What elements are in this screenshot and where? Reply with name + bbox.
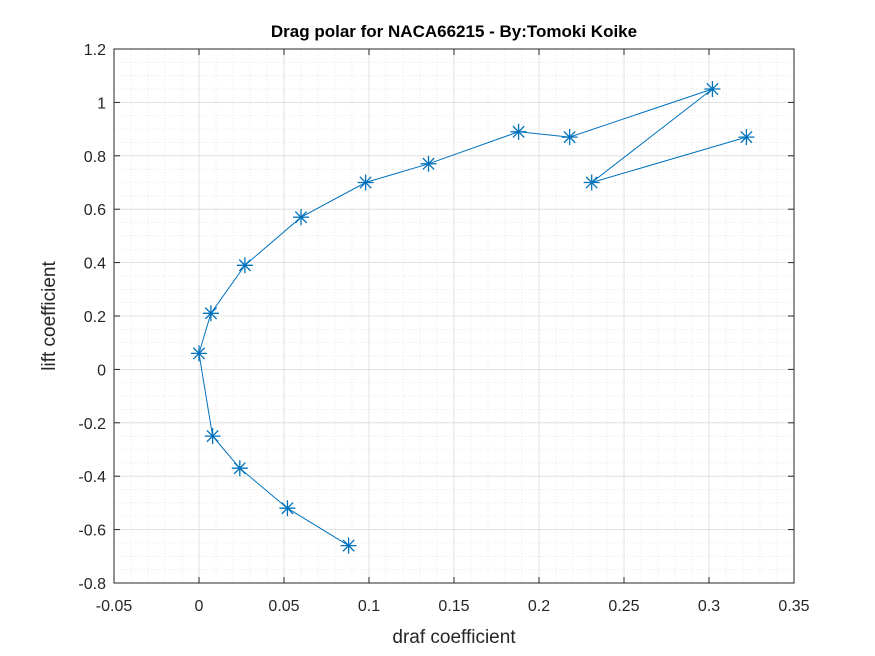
data-point-asterisk-marker [704, 81, 721, 97]
data-point-asterisk-marker [279, 500, 296, 517]
data-point-asterisk-marker [357, 174, 374, 191]
x-tick-label: -0.05 [96, 598, 133, 615]
data-point-asterisk-marker [738, 129, 755, 146]
tick-labels: -0.05 0 0.05 0.1 0.15 0.2 0.25 0.3 0.35 -0.8 -0.6 -… [78, 42, 809, 615]
data-point-asterisk-marker [561, 129, 578, 146]
x-tick-label: 0.25 [608, 598, 639, 615]
data-point-asterisk-marker [583, 174, 600, 191]
marker-stroke [342, 539, 355, 552]
marker-stroke [204, 307, 218, 320]
x-tick-label: 0.05 [268, 598, 299, 615]
y-tick-label: 0.4 [84, 256, 106, 273]
marker-stroke [281, 502, 294, 515]
marker-stroke [706, 82, 719, 96]
marker-stroke [512, 125, 525, 138]
data-point-asterisk-marker [293, 209, 309, 226]
data-point-asterisk-marker [420, 155, 437, 172]
chart-title: Drag polar for NACA66215 - By:Tomoki Koi… [271, 22, 637, 41]
x-tick-label: 0.3 [698, 598, 720, 615]
y-tick-label: -0.8 [78, 576, 106, 593]
marker-stroke [192, 347, 206, 360]
y-tick-label: 0.8 [84, 149, 106, 166]
x-tick-label: 0.2 [528, 598, 550, 615]
y-tick-label: 1 [97, 95, 106, 112]
data-point-asterisk-marker [236, 257, 253, 274]
data-point-asterisk-marker [191, 345, 207, 362]
data-point-asterisk-marker [340, 537, 357, 554]
marker-stroke [238, 259, 252, 272]
y-tick-label: 0.2 [84, 309, 106, 326]
marker-stroke [585, 176, 598, 189]
x-axis-label: draf coefficient [392, 627, 516, 648]
marker-stroke [563, 130, 576, 144]
x-tick-label: 0.15 [438, 598, 469, 615]
data-point-asterisk-marker [202, 305, 219, 322]
x-tick-label: 0.1 [358, 598, 380, 615]
marker-stroke [206, 429, 219, 443]
y-tick-label: -0.2 [78, 416, 106, 433]
ticks [113, 48, 795, 584]
x-tick-label: 0.35 [778, 598, 809, 615]
y-tick-label: 1.2 [84, 42, 106, 59]
data-point-asterisk-marker [204, 428, 221, 445]
y-tick-label: -0.4 [78, 469, 106, 486]
data-point-asterisk-marker [231, 460, 248, 477]
y-axis-label: lift coefficient [39, 261, 60, 371]
series-layer [191, 81, 755, 554]
marker-stroke [359, 176, 372, 189]
y-tick-label: 0 [97, 362, 106, 379]
marker-stroke [233, 462, 246, 475]
marker-stroke [740, 130, 753, 144]
y-tick-label: -0.6 [78, 523, 106, 540]
data-point-asterisk-marker [510, 123, 527, 140]
y-tick-label: 0.6 [84, 202, 106, 219]
x-tick-label: 0 [195, 598, 204, 615]
marker-stroke [294, 211, 308, 224]
marker-stroke [422, 157, 435, 170]
